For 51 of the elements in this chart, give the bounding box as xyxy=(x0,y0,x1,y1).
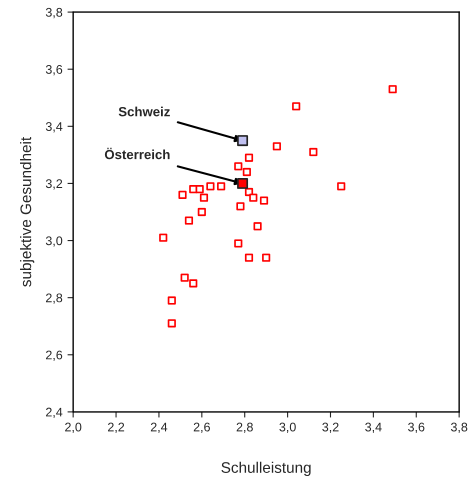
point xyxy=(262,254,270,262)
x-tick-label: 2,8 xyxy=(236,422,253,433)
point xyxy=(236,202,245,210)
x-tick-label: 2,0 xyxy=(65,422,82,433)
point xyxy=(309,148,318,156)
point xyxy=(237,178,248,189)
point xyxy=(159,234,168,242)
y-tick-label: 3,2 xyxy=(46,179,62,190)
point xyxy=(249,194,258,202)
y-axis-title: subjektive Gesundheit xyxy=(20,136,34,287)
y-tick-label: 2,4 xyxy=(46,408,62,418)
point xyxy=(189,279,198,288)
point xyxy=(242,168,251,176)
point xyxy=(272,142,281,150)
point xyxy=(206,182,214,190)
point xyxy=(168,296,176,305)
x-tick-label: 2,4 xyxy=(150,422,168,433)
point xyxy=(198,208,206,216)
point xyxy=(200,194,208,202)
y-tick-label: 2,8 xyxy=(46,293,62,304)
point xyxy=(388,85,397,94)
y-tick-label: 2,6 xyxy=(46,350,62,361)
point xyxy=(178,190,187,199)
point xyxy=(244,154,254,162)
x-tick-label: 3,8 xyxy=(450,422,468,433)
x-tick-label: 3,4 xyxy=(365,422,382,433)
point xyxy=(237,135,248,146)
point xyxy=(196,185,204,194)
point xyxy=(292,102,300,110)
x-tick-label: 3,2 xyxy=(322,422,339,433)
y-tick-label: 3,6 xyxy=(46,65,62,76)
x-tick-label: 3,6 xyxy=(408,422,424,433)
x-axis-title: Schulleistung xyxy=(221,462,311,476)
point xyxy=(234,239,242,248)
y-tick-label: 3,8 xyxy=(46,8,62,18)
x-tick-label: 3,0 xyxy=(279,422,296,433)
point xyxy=(244,254,254,262)
point xyxy=(260,196,268,205)
y-tick-label: 3,4 xyxy=(46,122,62,132)
point xyxy=(253,222,262,230)
point xyxy=(184,216,194,225)
point xyxy=(234,162,242,170)
x-tick-label: 2,2 xyxy=(108,422,124,433)
point xyxy=(217,182,226,190)
point xyxy=(337,182,346,190)
y-tick-label: 3,0 xyxy=(46,236,62,247)
annotation: Schweiz xyxy=(118,106,170,116)
annotation: Österreich xyxy=(104,148,170,160)
point xyxy=(180,274,189,282)
point xyxy=(168,319,176,328)
x-tick-label: 2,6 xyxy=(194,422,210,433)
